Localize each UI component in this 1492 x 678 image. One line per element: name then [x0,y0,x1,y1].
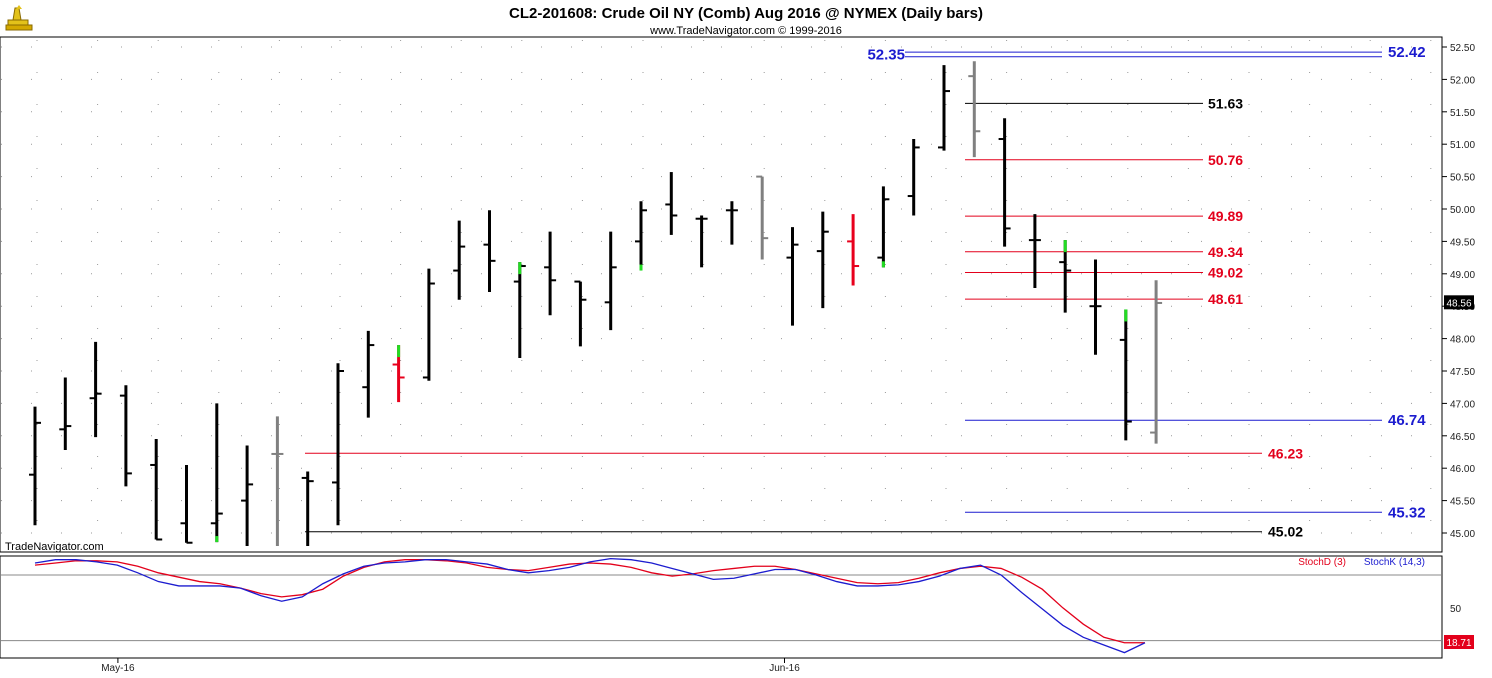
y-tick-label: 45.50 [1450,497,1475,508]
y-tick-label: 46.50 [1450,432,1475,443]
ohlc-bar [150,439,163,541]
ohlc-bar [119,385,132,487]
x-tick-label: Jun-16 [769,663,800,674]
stochastic-axis: 50 [1441,556,1462,658]
ohlc-bar [210,403,223,543]
ohlc-bar [816,211,829,309]
ohlc-bar [453,220,466,300]
last-price-label: 48.56 [1446,298,1471,309]
ohlc-bar [1059,240,1072,313]
ohlc-bars [29,61,1163,546]
y-tick-label: 52.50 [1450,43,1475,54]
level-label-52.42: 52.42 [1388,44,1426,61]
ohlc-bar [786,227,799,326]
ohlc-bar [574,280,587,347]
level-label-49.02: 49.02 [1208,265,1243,281]
legend-stochk: StochK (14,3) [1364,557,1425,568]
ohlc-bar [332,363,344,526]
y-tick-label: 47.00 [1450,399,1475,410]
ohlc-bar [180,464,193,544]
ohlc-bar [847,214,860,286]
ohlc-bar [877,186,890,268]
ohlc-bar [725,201,738,245]
y-tick-label: 50.50 [1450,173,1475,184]
ohlc-bar [695,215,708,268]
ohlc-bar [1028,214,1041,289]
x-tick-label: May-16 [101,663,135,674]
ohlc-bar [301,471,314,546]
chart-title: CL2-201608: Crude Oil NY (Comb) Aug 2016… [509,5,983,22]
last-price-marker: 48.56 [1444,295,1474,310]
level-label-52.35: 52.35 [867,47,905,64]
y-tick-label: 47.50 [1450,367,1475,378]
ohlc-bar [635,201,647,271]
price-panel [0,36,1443,553]
stochastic-y-label: 50 [1450,604,1462,615]
stochastic-panel [0,555,1443,659]
level-label-49.34: 49.34 [1208,244,1243,260]
y-tick-label: 46.00 [1450,464,1475,475]
ohlc-bar [241,445,254,546]
level-label-45.02: 45.02 [1268,524,1303,540]
ohlc-bar [1150,280,1163,444]
level-lines: 52.42 52.35 51.63 50.76 49.89 49.34 49.02 48.61… [305,44,1426,540]
y-tick-label: 48.00 [1450,335,1475,346]
ohlc-bar [29,406,41,526]
level-label-51.63: 51.63 [1208,95,1243,111]
ohlc-bar [392,345,405,403]
y-tick-label: 49.50 [1450,237,1475,248]
level-label-48.61: 48.61 [1208,291,1243,307]
legend-stochd: StochD (3) [1298,557,1346,568]
level-label-50.76: 50.76 [1208,152,1243,168]
y-tick-label: 45.00 [1450,529,1475,540]
chart-subtitle: www.TradeNavigator.com © 1999-2016 [649,25,842,37]
date-axis: May-16 Jun-16 [101,658,800,674]
ohlc-bar [998,118,1011,247]
stochastic-series-k [34,557,1146,654]
stochastic-last-label: 18.71 [1446,638,1471,649]
y-tick-label: 50.00 [1450,205,1475,216]
y-tick-label: 49.00 [1450,270,1475,281]
watermark-text: TradeNavigator.com [5,541,104,553]
price-axis: 52.50 52.00 51.50 51.00 50.50 50.00 49.50 49.00… [1441,37,1475,552]
level-label-49.89: 49.89 [1208,208,1243,224]
ohlc-bar [271,416,284,546]
ohlc-bar [89,341,102,438]
ohlc-bar [968,61,981,158]
ohlc-bar [513,262,526,359]
tradenavigator-logo-icon [5,5,33,31]
ohlc-bar [907,139,920,216]
level-label-45.32: 45.32 [1388,504,1426,521]
stochastic-lines [1,557,1441,654]
y-tick-label: 52.00 [1450,75,1475,86]
stochastic-last-marker: 18.71 [1444,635,1474,649]
ohlc-bar [665,172,678,235]
ohlc-bar [59,377,72,451]
price-grid [1,40,1441,550]
y-tick-label: 51.00 [1450,140,1475,151]
ohlc-bar [544,231,557,316]
ohlc-bar [1089,259,1102,355]
ohlc-bar [1119,309,1132,441]
level-label-46.23: 46.23 [1268,445,1303,461]
ohlc-bar [756,175,769,260]
ohlc-bar [362,330,375,418]
y-tick-label: 51.50 [1450,108,1475,119]
ohlc-bar [422,268,435,381]
ohlc-bar [483,210,496,292]
ohlc-bar [604,231,617,331]
ohlc-bar [938,65,950,151]
level-label-46.74: 46.74 [1388,412,1426,429]
